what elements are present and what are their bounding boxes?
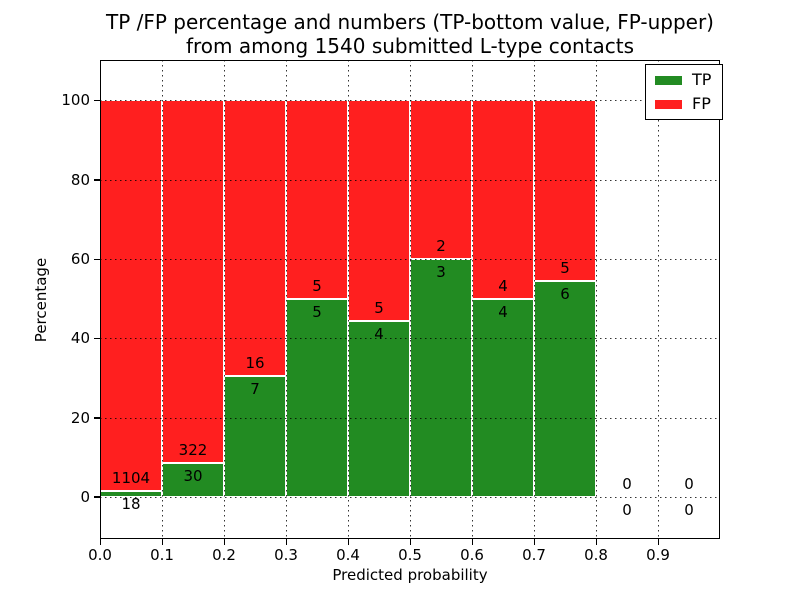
x-tick-label: 0.5 bbox=[398, 546, 422, 564]
tp-count-label: 4 bbox=[498, 302, 508, 321]
bar-tp-segment bbox=[472, 298, 534, 497]
fp-count-label: 0 bbox=[684, 474, 694, 493]
bar-tp-segment bbox=[534, 280, 596, 497]
x-axis-label: Predicted probability bbox=[332, 566, 488, 584]
y-tick-label: 40 bbox=[70, 329, 90, 348]
x-tick-mark bbox=[657, 539, 659, 545]
bar-fp-segment bbox=[534, 100, 596, 281]
x-tick-mark bbox=[285, 539, 287, 545]
tp-count-label: 5 bbox=[312, 302, 322, 321]
y-tick-label: 100 bbox=[61, 91, 90, 110]
gridline-vertical bbox=[658, 60, 659, 539]
y-tick-label: 20 bbox=[70, 408, 90, 427]
tp-count-label: 30 bbox=[183, 467, 203, 486]
tp-count-label: 7 bbox=[250, 380, 260, 399]
y-tick-mark bbox=[94, 258, 100, 261]
bar-fp-segment bbox=[286, 100, 348, 299]
tp-legend-swatch bbox=[655, 75, 682, 85]
chart-title-line1: TP /FP percentage and numbers (TP-bottom… bbox=[106, 10, 714, 34]
y-tick-mark bbox=[94, 179, 100, 181]
tp-count-label: 4 bbox=[374, 324, 384, 343]
gridline-vertical bbox=[596, 60, 597, 539]
x-tick-label: 0.0 bbox=[88, 546, 112, 564]
x-tick-label: 0.2 bbox=[212, 546, 236, 564]
fp-count-label: 322 bbox=[178, 441, 208, 460]
gridline-vertical bbox=[162, 60, 163, 539]
gridline-vertical bbox=[410, 60, 411, 539]
fp-count-label: 5 bbox=[312, 276, 322, 295]
bar-fp-segment bbox=[100, 100, 162, 491]
fp-count-label: 4 bbox=[498, 276, 508, 295]
x-tick-label: 0.4 bbox=[336, 546, 360, 564]
tp-count-label: 3 bbox=[436, 263, 446, 282]
legend-entry-fp: FP bbox=[655, 96, 711, 112]
tp-count-label: 6 bbox=[560, 284, 570, 303]
tp-count-label: 0 bbox=[622, 500, 632, 519]
bar-tp-segment bbox=[348, 320, 410, 497]
legend: TP FP bbox=[645, 64, 724, 120]
bar-fp-segment bbox=[224, 100, 286, 377]
bar-fp-segment bbox=[162, 100, 224, 464]
tp-legend-label: TP bbox=[692, 70, 712, 89]
fp-count-label: 5 bbox=[560, 258, 570, 277]
x-tick-mark bbox=[161, 539, 163, 545]
chart-title-line2: from among 1540 submitted L-type contact… bbox=[185, 34, 635, 58]
fp-count-label: 0 bbox=[622, 474, 632, 493]
tp-count-label: 0 bbox=[684, 500, 694, 519]
x-tick-mark bbox=[347, 539, 349, 545]
x-tick-label: 0.3 bbox=[274, 546, 298, 564]
bar-tp-segment bbox=[410, 259, 472, 497]
bar-tp-segment bbox=[224, 376, 286, 497]
bar-tp-segment bbox=[286, 298, 348, 497]
fp-count-label: 16 bbox=[245, 354, 265, 373]
x-tick-label: 0.9 bbox=[646, 546, 670, 564]
fp-count-label: 5 bbox=[374, 298, 384, 317]
x-tick-label: 0.8 bbox=[584, 546, 608, 564]
fp-count-label: 2 bbox=[436, 237, 446, 256]
gridline-vertical bbox=[286, 60, 287, 539]
y-tick-mark bbox=[94, 99, 100, 102]
bar-tp-segment bbox=[162, 463, 224, 497]
bar-fp-segment bbox=[472, 100, 534, 299]
y-tick-label: 0 bbox=[80, 487, 90, 506]
x-tick-label: 0.1 bbox=[150, 546, 174, 564]
x-tick-label: 0.7 bbox=[522, 546, 546, 564]
gridline-vertical bbox=[534, 60, 535, 539]
y-tick-mark bbox=[94, 337, 100, 340]
x-tick-mark bbox=[595, 539, 597, 545]
x-tick-mark bbox=[223, 539, 225, 545]
y-tick-label: 60 bbox=[70, 250, 90, 269]
fp-count-label: 1104 bbox=[111, 468, 151, 487]
y-tick-mark bbox=[94, 417, 100, 419]
tp-count-label: 18 bbox=[121, 494, 141, 513]
x-tick-mark bbox=[533, 539, 535, 545]
bar-fp-segment bbox=[410, 100, 472, 260]
x-tick-mark bbox=[99, 539, 101, 545]
x-tick-mark bbox=[471, 539, 473, 545]
bar-fp-segment bbox=[348, 100, 410, 321]
x-tick-label: 0.6 bbox=[460, 546, 484, 564]
y-tick-label: 80 bbox=[70, 170, 90, 189]
legend-entry-tp: TP bbox=[655, 72, 711, 88]
fp-legend-swatch bbox=[655, 99, 682, 109]
fp-legend-label: FP bbox=[692, 94, 711, 113]
chart-title: TP /FP percentage and numbers (TP-bottom… bbox=[90, 10, 730, 58]
gridline-vertical bbox=[224, 60, 225, 539]
gridline-vertical bbox=[348, 60, 349, 539]
y-tick-mark bbox=[94, 496, 100, 498]
x-tick-mark bbox=[409, 539, 411, 545]
gridline-vertical bbox=[472, 60, 473, 539]
